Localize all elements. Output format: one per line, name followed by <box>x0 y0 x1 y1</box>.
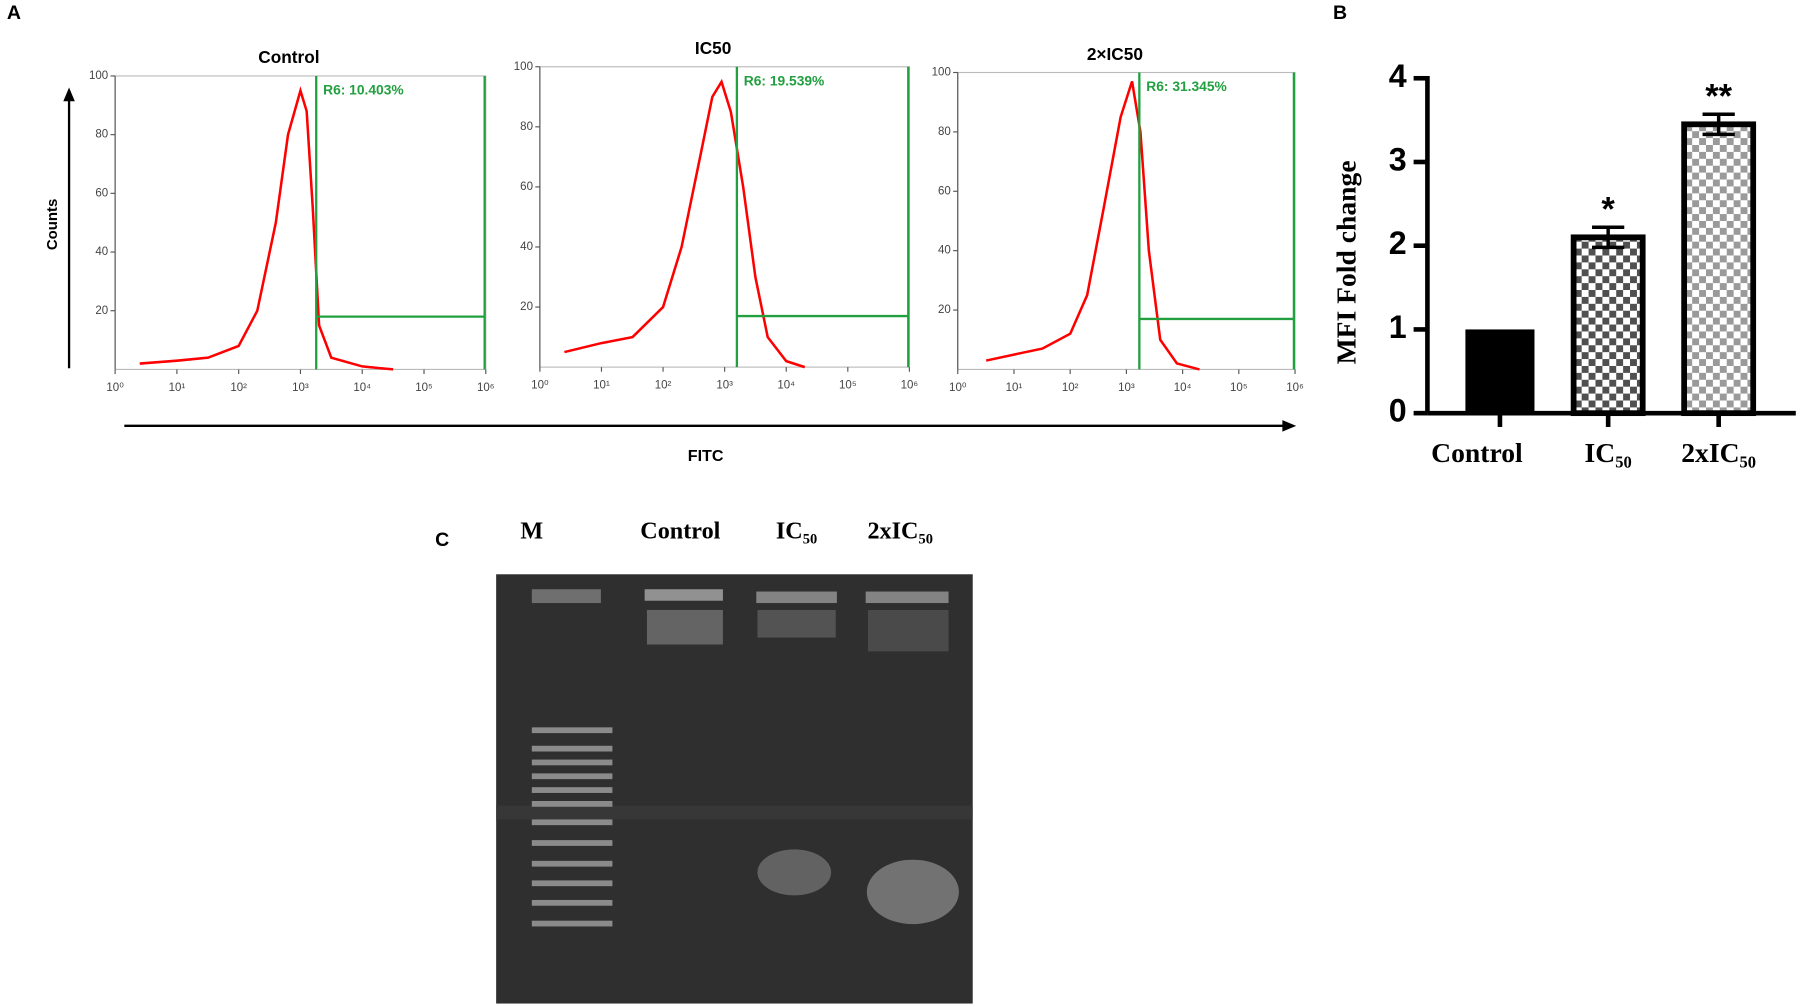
x-tick-label: 10² <box>230 382 247 394</box>
y-tick-label: 60 <box>95 187 108 199</box>
x-tick-label: 10³ <box>292 382 309 394</box>
y-tick-label: 60 <box>938 185 951 197</box>
x-tick-label: 10⁵ <box>1230 382 1248 394</box>
x-tick-label: 10⁴ <box>353 382 371 394</box>
x-tick-label: 2xIC₅₀ <box>1681 437 1756 468</box>
x-tick-label: 10⁶ <box>477 382 495 394</box>
y-tick-label: 0 <box>1389 393 1407 429</box>
x-tick-label: 10⁰ <box>949 382 967 394</box>
lane-label: Control <box>640 517 720 544</box>
y-tick-label: 100 <box>89 70 108 82</box>
y-tick-label: 20 <box>938 304 951 316</box>
lane-label: M <box>520 517 543 544</box>
x-tick-label: 10⁴ <box>1174 382 1192 394</box>
y-axis-label: Counts <box>44 199 61 250</box>
plot-frame <box>957 71 1296 371</box>
significance: ** <box>1705 77 1732 115</box>
histogram-curve <box>564 78 806 369</box>
x-tick-label: 10¹ <box>593 380 610 392</box>
panel-label: A <box>7 2 21 24</box>
arrow-head <box>1282 420 1297 432</box>
y-tick-label: 60 <box>520 181 533 193</box>
arrow-head <box>63 87 75 102</box>
y-tick-label: 40 <box>520 241 533 253</box>
lane-label: 2xIC₅₀ <box>867 517 933 544</box>
x-tick-label: 10² <box>655 380 672 392</box>
y-tick-label: 2 <box>1389 225 1407 261</box>
y-tick-label: 4 <box>1389 58 1407 94</box>
y-tick-label: 40 <box>938 245 951 257</box>
y-tick-label: 20 <box>95 305 108 317</box>
bar <box>1681 121 1757 417</box>
y-tick-label: 1 <box>1389 309 1407 345</box>
x-tick-label: 10² <box>1062 382 1079 394</box>
gate-annotation: R6: 10.403% <box>323 82 404 98</box>
histogram-curve <box>139 86 394 371</box>
x-tick-label: IC₅₀ <box>1585 437 1632 468</box>
x-tick-label: 10⁵ <box>415 382 433 394</box>
y-tick-label: 80 <box>95 129 108 141</box>
y-tick-label: 100 <box>514 61 533 73</box>
x-tick-label: 10⁶ <box>901 380 919 392</box>
y-tick-label: 20 <box>520 301 533 313</box>
x-tick-label: 10⁰ <box>106 382 124 394</box>
x-tick-label: 10³ <box>1118 382 1135 394</box>
x-tick-label: 10⁴ <box>777 380 795 392</box>
panel-title: IC50 <box>695 38 731 58</box>
plot-frame <box>114 75 487 371</box>
histogram-curve <box>985 80 1200 371</box>
x-axis-label: FITC <box>688 447 724 465</box>
significance: * <box>1601 190 1615 228</box>
panel-title: 2×IC50 <box>1087 44 1143 64</box>
x-tick-label: Control <box>1431 437 1523 468</box>
x-tick-label: 10¹ <box>1006 382 1023 394</box>
y-tick-label: 80 <box>520 121 533 133</box>
plot-frame <box>539 66 910 368</box>
y-tick-label: 40 <box>95 246 108 258</box>
y-tick-label: 80 <box>938 126 951 138</box>
y-axis-label: MFI Fold change <box>1330 160 1361 364</box>
gel-image <box>496 574 973 1004</box>
bar <box>1570 234 1646 417</box>
bar <box>1465 329 1535 414</box>
panel-label: C <box>435 529 449 551</box>
x-tick-label: 10⁰ <box>531 380 549 392</box>
panel-label: B <box>1333 2 1347 24</box>
lane-label: IC₅₀ <box>776 517 817 544</box>
x-tick-label: 10¹ <box>169 382 186 394</box>
y-tick-label: 100 <box>932 67 951 79</box>
gate-annotation: R6: 31.345% <box>1146 78 1227 94</box>
x-tick-label: 10⁵ <box>839 380 857 392</box>
gate-annotation: R6: 19.539% <box>744 72 825 88</box>
error-bar <box>1702 112 1735 137</box>
y-tick-label: 3 <box>1389 142 1407 178</box>
x-tick-label: 10³ <box>716 380 733 392</box>
panel-title: Control <box>258 47 319 67</box>
error-bar <box>1592 225 1625 250</box>
x-tick-label: 10⁶ <box>1286 382 1304 394</box>
